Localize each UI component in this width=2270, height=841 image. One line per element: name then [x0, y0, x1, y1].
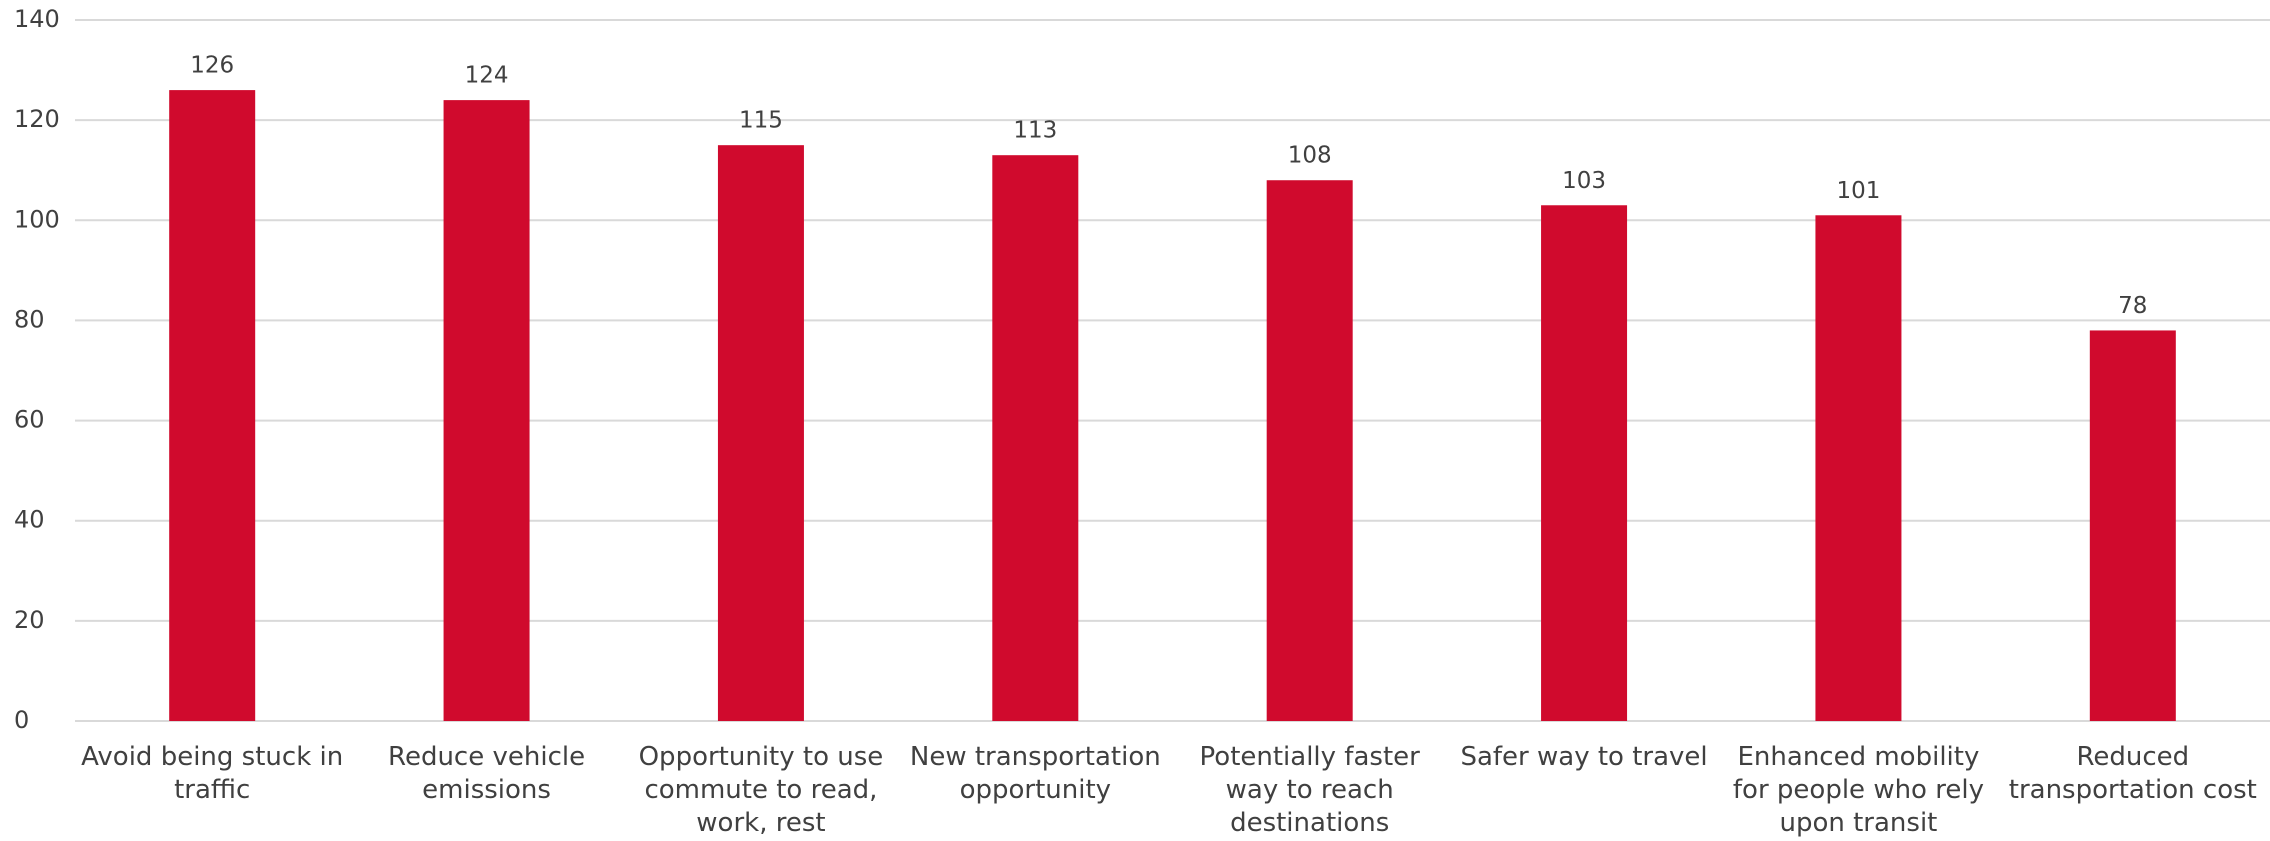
x-tick-label: Opportunity to use commute to read, work…	[638, 742, 884, 838]
value-label: 126	[190, 53, 234, 79]
y-tick-label: 60	[14, 406, 45, 434]
value-label: 124	[465, 63, 509, 89]
value-label: 108	[1288, 143, 1332, 169]
x-tick-label: Potentially faster way to reach destinat…	[1199, 742, 1420, 838]
y-tick-label: 80	[14, 305, 45, 333]
value-label: 78	[2118, 293, 2147, 319]
x-tick-label: Avoid being stuck in traffic	[81, 742, 344, 805]
y-tick-label: 140	[14, 5, 60, 33]
bar	[1815, 215, 1902, 721]
x-tick-label: Reduce vehicle emissions	[388, 742, 586, 805]
x-tick-label: New transportation opportunity	[909, 742, 1161, 805]
x-tick-label: Reduced transportation cost	[2008, 742, 2257, 805]
value-label: 101	[1836, 178, 1880, 204]
x-tick-label: Enhanced mobility for people who rely up…	[1732, 742, 1984, 838]
value-label: 115	[739, 108, 783, 134]
bar	[717, 145, 804, 721]
bar	[992, 155, 1079, 721]
y-tick-label: 120	[14, 105, 60, 133]
y-tick-label: 100	[14, 205, 60, 233]
bar	[169, 90, 256, 722]
bar	[1266, 180, 1353, 721]
y-tick-label: 0	[14, 706, 29, 734]
y-tick-label: 40	[14, 506, 45, 534]
bar	[443, 100, 530, 722]
value-label: 113	[1013, 118, 1057, 144]
bar	[1541, 205, 1628, 721]
y-tick-label: 20	[14, 606, 45, 634]
bar	[2089, 330, 2176, 721]
value-label: 103	[1562, 168, 1606, 194]
x-tick-label: Safer way to travel	[1460, 742, 1708, 772]
